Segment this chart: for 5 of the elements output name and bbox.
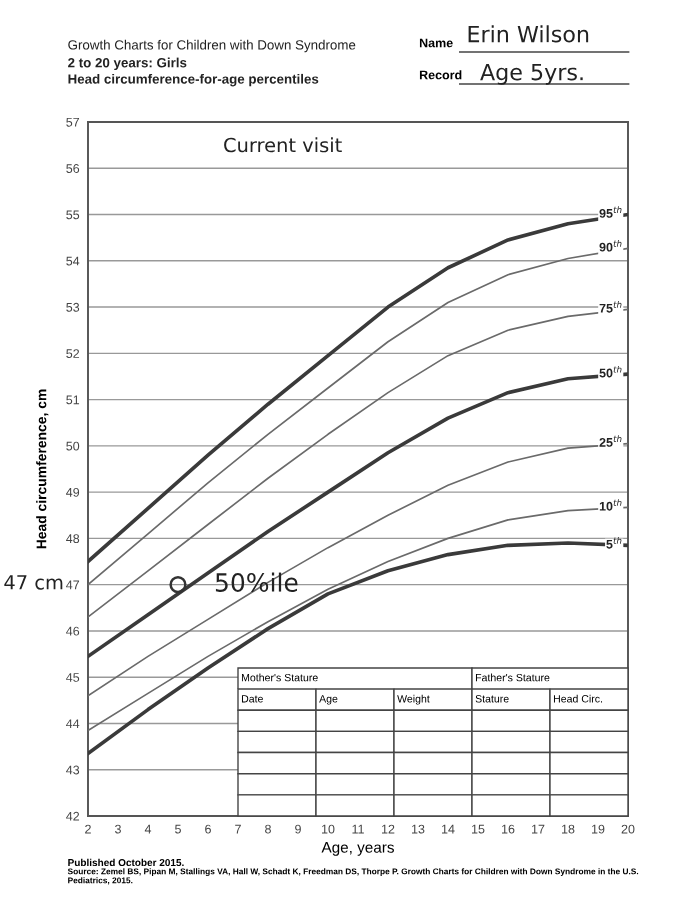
line-series <box>88 541 628 756</box>
text: Age 5yrs. <box>480 63 583 85</box>
text: 47 cm <box>4 575 63 590</box>
text: Erin Wilson <box>468 25 589 43</box>
annotation: Current visit <box>224 137 342 153</box>
